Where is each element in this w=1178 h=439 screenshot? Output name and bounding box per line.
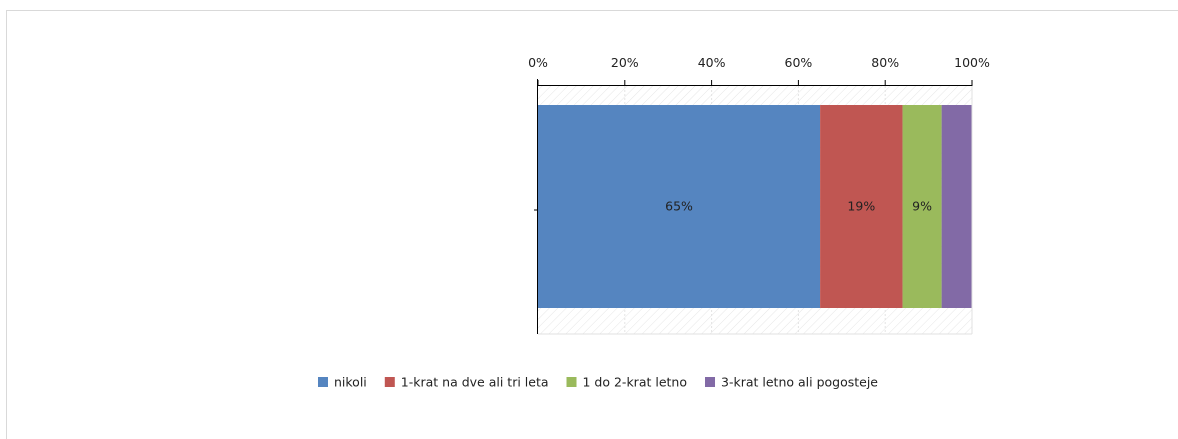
x-tick-label-100: 100% bbox=[954, 55, 990, 70]
legend-label-1: nikoli bbox=[334, 375, 367, 390]
bar-segment-3 bbox=[902, 105, 942, 308]
legend-swatch-2 bbox=[384, 377, 395, 387]
legend-label-3: 1 do 2-krat letno bbox=[583, 375, 688, 390]
x-tick-label-80: 80% bbox=[871, 55, 899, 70]
legend-label-4: 3-krat letno ali pogosteje bbox=[721, 375, 878, 390]
x-tick-label-0: 0% bbox=[528, 55, 548, 70]
bar-segment-1 bbox=[538, 105, 821, 308]
legend-label-2: 1-krat na dve ali tri leta bbox=[401, 375, 549, 390]
data-label-2: 19% bbox=[847, 199, 875, 214]
legend-swatch-3 bbox=[566, 377, 577, 387]
legend: nikoli 1-krat na dve ali tri leta 1 do 2-k… bbox=[317, 375, 878, 390]
data-labels: 65% 19% 9% bbox=[665, 199, 932, 214]
bar-segment-2 bbox=[820, 105, 903, 308]
axes bbox=[534, 79, 973, 335]
legend-swatch-1 bbox=[317, 377, 328, 387]
bar-segments bbox=[538, 105, 972, 308]
legend-swatch-4 bbox=[705, 377, 716, 387]
x-tick-label-60: 60% bbox=[785, 55, 813, 70]
x-tick-label-40: 40% bbox=[698, 55, 726, 70]
data-label-1: 65% bbox=[665, 199, 693, 214]
bar-segment-4 bbox=[941, 105, 972, 308]
x-tick-label-20: 20% bbox=[611, 55, 639, 70]
data-label-3: 9% bbox=[912, 199, 932, 214]
tick-labels: 0% 20% 40% 60% 80% 100% bbox=[528, 55, 990, 70]
